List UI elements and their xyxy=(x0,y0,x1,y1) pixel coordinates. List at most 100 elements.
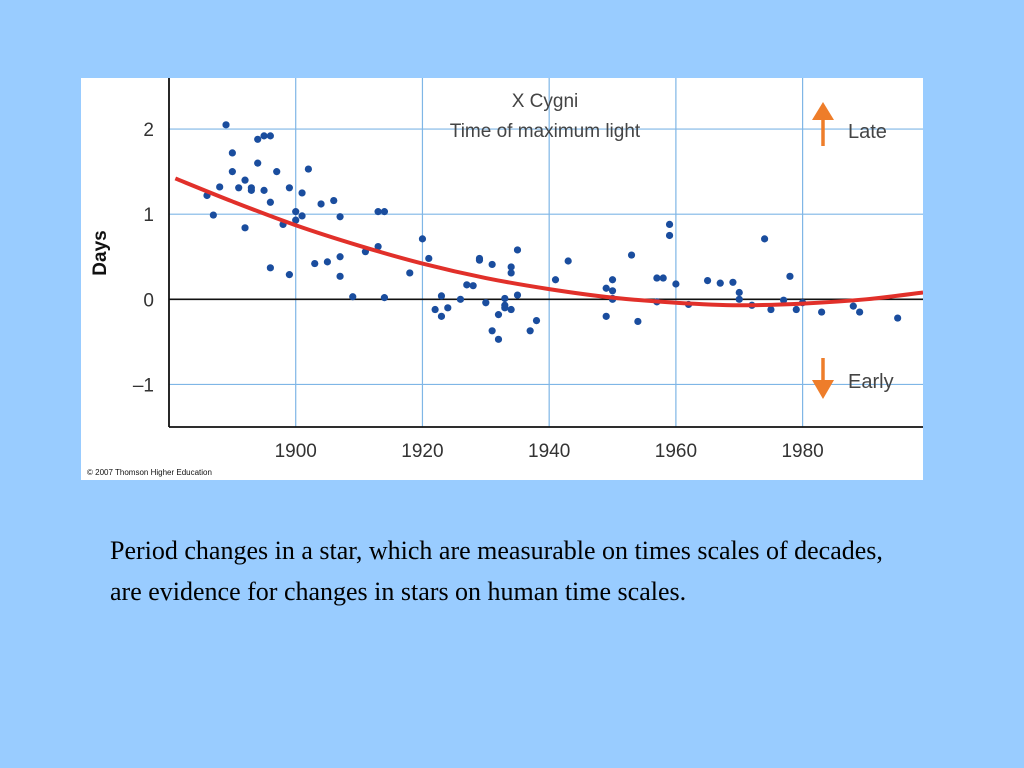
x-tick-label: 1900 xyxy=(275,441,317,462)
data-point xyxy=(672,280,680,288)
data-point xyxy=(513,291,522,299)
data-point xyxy=(254,159,262,167)
data-point xyxy=(894,314,902,322)
data-point xyxy=(247,184,255,192)
data-point xyxy=(786,272,794,280)
data-point xyxy=(507,305,515,314)
data-point xyxy=(216,183,224,191)
data-point xyxy=(431,305,439,314)
data-point xyxy=(228,149,236,157)
data-point xyxy=(260,132,268,140)
data-point xyxy=(849,302,857,310)
data-point xyxy=(311,259,319,268)
data-point xyxy=(406,269,414,277)
data-point xyxy=(488,260,496,269)
chart-title: X Cygni xyxy=(512,91,579,112)
data-point xyxy=(317,200,325,208)
data-point xyxy=(494,335,503,343)
data-point xyxy=(602,312,610,320)
data-point xyxy=(608,287,617,295)
chart-figure: 1900 1920 1940 1960 1980 2 1 0 –1 Days X Cygni … xyxy=(81,78,923,480)
data-point xyxy=(254,135,262,143)
data-point xyxy=(349,293,357,301)
data-point xyxy=(488,327,496,335)
late-label: Late xyxy=(848,121,887,143)
data-point xyxy=(716,279,724,287)
data-point xyxy=(222,121,230,129)
data-point xyxy=(602,284,610,292)
data-point xyxy=(266,198,274,206)
data-point xyxy=(437,292,446,300)
data-point xyxy=(437,312,446,320)
data-point xyxy=(235,184,243,192)
early-arrow-icon xyxy=(812,358,834,399)
data-point xyxy=(266,132,274,140)
slide-caption: Period changes in a star, which are meas… xyxy=(110,536,883,606)
data-point xyxy=(856,308,864,316)
data-point xyxy=(241,224,249,232)
x-tick-label: 1940 xyxy=(528,441,570,462)
data-point xyxy=(665,220,674,229)
data-point xyxy=(323,258,332,266)
chart-subtitle: Time of maximum light xyxy=(450,121,641,142)
data-point xyxy=(507,263,515,271)
vertical-gridlines xyxy=(295,78,804,427)
data-point xyxy=(735,288,743,297)
data-point xyxy=(292,208,300,216)
data-point xyxy=(501,294,509,303)
data-point xyxy=(526,327,534,335)
data-point xyxy=(298,189,306,197)
data-point xyxy=(418,235,427,243)
data-point xyxy=(285,271,293,279)
data-point xyxy=(298,212,306,220)
x-tick-label: 1980 xyxy=(781,441,823,462)
data-point xyxy=(513,246,522,254)
copyright-notice: © 2007 Thomson Higher Education xyxy=(87,468,212,477)
data-point xyxy=(425,254,433,263)
data-point xyxy=(665,231,674,240)
data-point xyxy=(336,272,344,280)
trend-curve xyxy=(174,176,923,308)
data-point xyxy=(627,251,636,259)
data-point xyxy=(374,242,382,251)
data-point xyxy=(463,281,471,289)
data-point xyxy=(380,294,389,302)
x-tick-labels: 1900 1920 1940 1960 1980 xyxy=(275,441,824,462)
data-point xyxy=(336,253,344,261)
late-arrow-icon xyxy=(812,102,834,146)
early-label: Early xyxy=(848,371,894,393)
data-point xyxy=(494,311,503,319)
data-point xyxy=(482,299,490,307)
data-point xyxy=(818,308,826,316)
data-point xyxy=(260,186,268,194)
data-point xyxy=(469,282,477,290)
data-point xyxy=(228,168,236,176)
data-point xyxy=(266,264,274,272)
horizontal-gridlines xyxy=(169,128,923,386)
data-point xyxy=(330,196,338,205)
data-point xyxy=(241,176,249,184)
data-point xyxy=(456,295,465,303)
data-point xyxy=(336,213,344,221)
data-point xyxy=(634,317,642,326)
y-tick-label: 0 xyxy=(143,290,154,311)
data-point xyxy=(564,257,572,265)
y-tick-label: 1 xyxy=(143,205,154,226)
y-tick-label: 2 xyxy=(143,120,154,141)
data-point xyxy=(780,296,788,304)
data-point xyxy=(444,304,452,312)
data-point xyxy=(659,274,667,282)
data-point xyxy=(703,276,712,285)
x-cygni-chart: 1900 1920 1940 1960 1980 210–1 Days X Cygni … xyxy=(87,78,923,477)
data-point xyxy=(608,276,617,284)
data-point xyxy=(551,276,560,284)
x-tick-label: 1920 xyxy=(401,441,443,462)
y-tick-label: –1 xyxy=(133,375,154,396)
data-point xyxy=(209,211,217,219)
data-point xyxy=(501,304,509,312)
data-point xyxy=(767,305,775,314)
data-point xyxy=(304,165,312,173)
data-point xyxy=(653,274,661,282)
data-point xyxy=(792,305,800,314)
x-tick-label: 1960 xyxy=(655,441,697,462)
